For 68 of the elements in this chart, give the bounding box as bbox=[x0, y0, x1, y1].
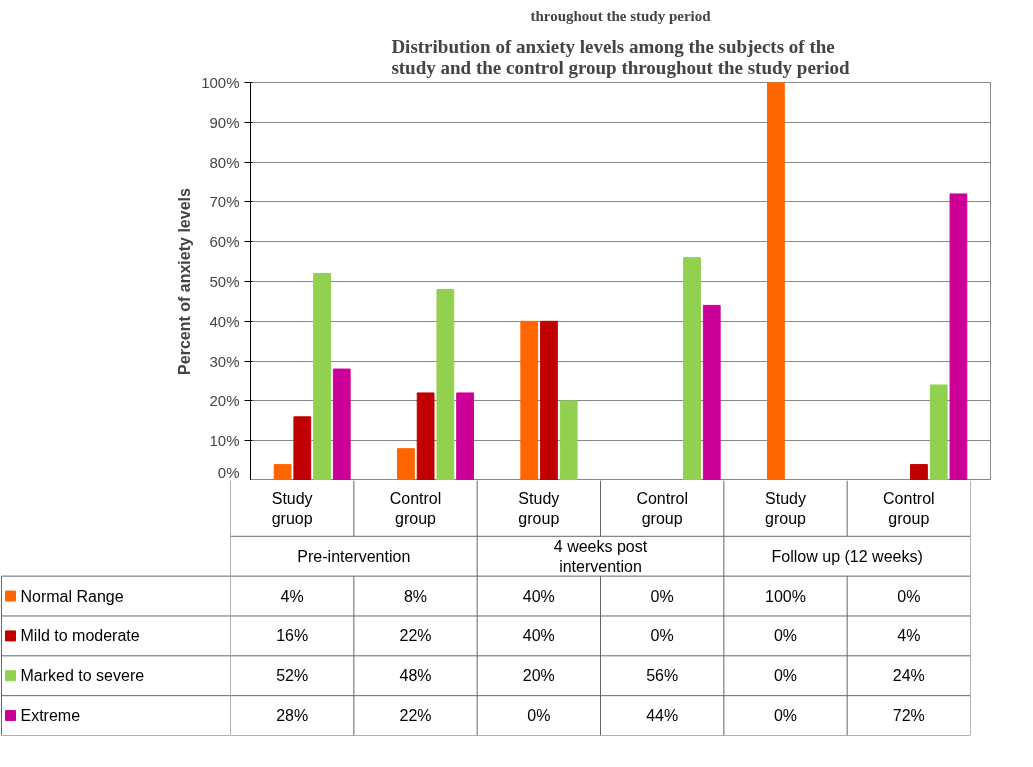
bar bbox=[520, 320, 539, 480]
y-tick-label: 70% bbox=[209, 193, 240, 211]
bar bbox=[683, 257, 701, 480]
x-tick-label: Control group bbox=[883, 489, 935, 528]
data-label: 40% bbox=[522, 627, 555, 645]
bar bbox=[929, 384, 948, 480]
text: 4 weeks post intervention bbox=[553, 537, 648, 575]
legend-label: Extreme bbox=[20, 707, 81, 725]
y-tick-label: 100% bbox=[201, 74, 240, 91]
data-label: 4% bbox=[280, 587, 304, 605]
x-tick-label: Control group bbox=[389, 489, 442, 528]
y-tick-label: 80% bbox=[209, 153, 240, 171]
data-label: 0% bbox=[773, 627, 798, 645]
y-tick-label: 10% bbox=[209, 432, 240, 450]
x-tick-label: Control group bbox=[636, 489, 688, 528]
data-label: 0% bbox=[773, 667, 798, 685]
data-label: 22% bbox=[399, 627, 432, 645]
legend-label: Normal Range bbox=[20, 587, 124, 605]
bar bbox=[456, 392, 474, 480]
y-tick-label: 20% bbox=[209, 392, 240, 410]
bar bbox=[273, 464, 292, 480]
y-tick-label: 30% bbox=[209, 352, 240, 370]
bar bbox=[313, 273, 331, 480]
legend-label: Marked to severe bbox=[20, 667, 145, 685]
bar bbox=[559, 400, 578, 480]
x-tick-label: Study group bbox=[518, 489, 560, 528]
bar bbox=[767, 82, 785, 480]
data-label: 100% bbox=[765, 587, 806, 605]
y-tick-label: 90% bbox=[209, 113, 240, 131]
text: Pre-intervention bbox=[297, 547, 411, 565]
data-label: 24% bbox=[892, 667, 925, 685]
legend-label: Mild to moderate bbox=[20, 627, 140, 645]
y-tick-label: 0% bbox=[217, 463, 240, 481]
y-tick-label: 50% bbox=[209, 273, 240, 290]
bar bbox=[702, 304, 721, 480]
data-label: 22% bbox=[399, 707, 432, 725]
data-label: 20% bbox=[522, 667, 555, 685]
bar bbox=[293, 416, 312, 480]
chart-subtitle: throughout the study period bbox=[530, 7, 712, 24]
data-label: 0% bbox=[527, 707, 551, 725]
data-label: 72% bbox=[892, 707, 925, 725]
data-label: 0% bbox=[773, 707, 798, 725]
data-label: 44% bbox=[646, 707, 679, 725]
bar bbox=[416, 392, 435, 480]
bar bbox=[436, 288, 455, 480]
bar bbox=[949, 193, 968, 480]
y-tick-label: 60% bbox=[209, 233, 240, 251]
y-axis-title: Percent of anxiety levels bbox=[176, 188, 194, 375]
data-label: 4% bbox=[897, 627, 921, 645]
data-label: 28% bbox=[276, 707, 309, 725]
data-label: 0% bbox=[650, 627, 674, 645]
data-label: 56% bbox=[646, 667, 679, 685]
bar bbox=[540, 320, 558, 480]
x-tick-label: Study gruop bbox=[271, 489, 313, 528]
x-tick-label: Study group bbox=[765, 489, 807, 528]
chart-title: Distribution of anxiety levels among the subjects of the study and the control group throughout the study period bbox=[391, 35, 851, 78]
data-label: 52% bbox=[276, 667, 309, 685]
data-label: 8% bbox=[403, 587, 428, 605]
data-label: 0% bbox=[897, 587, 921, 605]
data-label: 16% bbox=[276, 627, 309, 645]
data-label: 40% bbox=[522, 587, 555, 605]
text: Follow up (12 weeks) bbox=[771, 547, 923, 565]
data-label: 48% bbox=[399, 667, 432, 685]
bar bbox=[910, 464, 928, 480]
bar bbox=[332, 368, 351, 480]
data-label: 0% bbox=[650, 587, 674, 605]
y-tick-label: 40% bbox=[209, 312, 240, 330]
bar bbox=[397, 448, 415, 480]
